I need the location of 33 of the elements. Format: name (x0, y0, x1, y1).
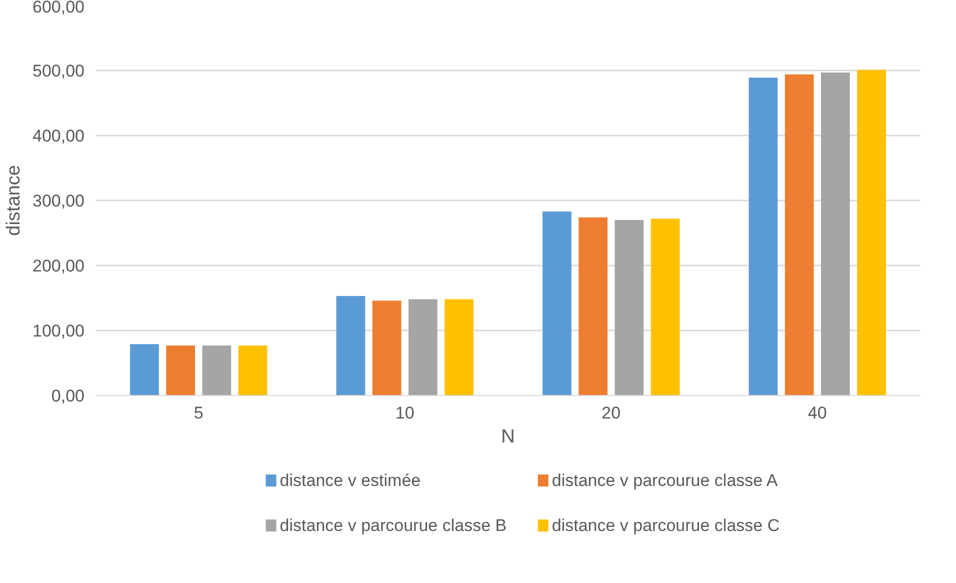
bar (578, 217, 608, 396)
x-tick-label: 5 (194, 404, 204, 422)
y-axis-title: distance (4, 165, 25, 236)
bar (130, 344, 159, 396)
bar (784, 74, 814, 396)
bar (748, 78, 778, 396)
legend-label: distance v parcourue classe C (552, 516, 780, 535)
legend-label: distance v estimée (280, 471, 421, 490)
y-tick-label: 0,00 (51, 386, 85, 406)
bar (372, 300, 402, 396)
bar (857, 70, 886, 396)
y-tick-label: 600,00 (32, 0, 85, 16)
bar (542, 212, 572, 396)
x-tick-label: 20 (602, 404, 621, 422)
x-axis-title: N (501, 426, 515, 448)
bar (166, 345, 196, 396)
bar (336, 296, 366, 396)
bar (408, 299, 438, 396)
bar (444, 299, 474, 396)
x-tick-label: 40 (808, 404, 827, 422)
y-tick-label: 400,00 (32, 126, 85, 146)
legend-label: distance v parcourue classe B (280, 516, 507, 535)
bar (238, 345, 268, 396)
x-tick-label: 10 (395, 404, 414, 422)
y-tick-label: 300,00 (32, 192, 85, 210)
y-tick-label: 100,00 (32, 322, 85, 340)
y-tick-label: 200,00 (32, 256, 85, 276)
bar (650, 218, 680, 396)
bar (614, 220, 644, 396)
bar (202, 345, 232, 396)
y-tick-label: 500,00 (32, 62, 85, 80)
legend-label: distance v parcourue classe A (552, 471, 778, 490)
bar (820, 72, 850, 396)
